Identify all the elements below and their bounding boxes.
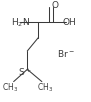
Text: OH: OH [62,18,76,27]
Text: O: O [51,1,58,10]
Text: CH$_3$: CH$_3$ [2,81,18,94]
Text: Br$^-$: Br$^-$ [57,48,74,59]
Text: CH$_3$: CH$_3$ [37,81,54,94]
Text: S$^+$: S$^+$ [18,66,31,78]
Text: H$_2$N: H$_2$N [11,16,29,29]
